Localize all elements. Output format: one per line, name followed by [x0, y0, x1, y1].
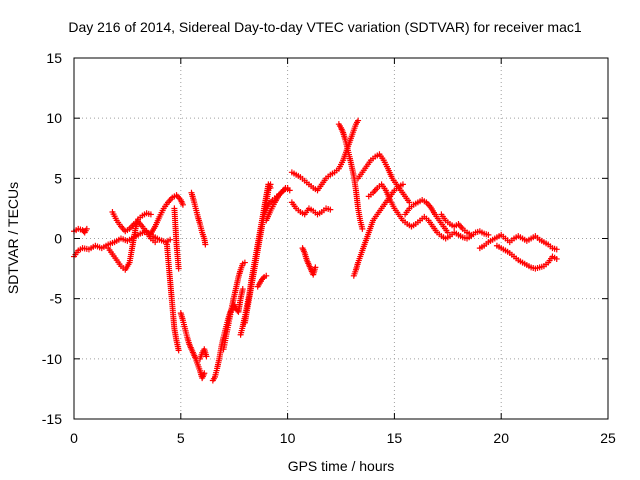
data-point [241, 259, 248, 266]
data-point [406, 199, 413, 206]
x-tick-label: 0 [70, 430, 78, 446]
data-points [71, 117, 560, 384]
x-tick-label: 25 [600, 430, 616, 446]
data-point [203, 353, 210, 360]
y-tick-label: 10 [46, 110, 62, 126]
x-tick-label: 10 [280, 430, 296, 446]
x-tick-label: 5 [177, 430, 185, 446]
data-point [355, 117, 362, 124]
data-point [260, 275, 267, 282]
data-point [327, 206, 334, 213]
y-tick-label: -5 [50, 291, 63, 307]
data-point [399, 181, 406, 188]
data-point [239, 286, 246, 293]
axis-ticks: 0 5 10 15 20 25 -15 -10 -5 0 5 10 15 [42, 50, 616, 446]
y-tick-label: 5 [54, 170, 62, 186]
y-tick-label: 15 [46, 50, 62, 66]
data-point [167, 236, 174, 243]
data-point [147, 211, 154, 218]
data-point [468, 231, 475, 238]
chart-title: Day 216 of 2014, Sidereal Day-to-day VTE… [68, 19, 581, 35]
y-tick-label: 0 [54, 231, 62, 247]
plot-frame [73, 57, 609, 420]
y-tick-label: -10 [42, 351, 62, 367]
data-point [267, 184, 274, 191]
data-point [83, 225, 90, 232]
data-point [201, 370, 208, 377]
x-tick-label: 15 [387, 430, 403, 446]
y-tick-label: -15 [42, 411, 62, 427]
grid-lines [74, 58, 608, 419]
data-point [263, 272, 270, 279]
data-point [312, 264, 319, 271]
data-point [359, 225, 366, 232]
data-point [179, 201, 186, 208]
data-point [553, 246, 560, 253]
data-point [175, 265, 182, 272]
y-axis-label: SDTVAR / TECUs [5, 182, 21, 294]
data-point [202, 241, 209, 248]
x-axis-label: GPS time / hours [288, 458, 395, 474]
x-tick-label: 20 [493, 430, 509, 446]
data-point [175, 347, 182, 354]
data-point [152, 239, 159, 246]
data-point [553, 255, 560, 262]
data-point [286, 187, 293, 194]
data-point [485, 231, 492, 238]
